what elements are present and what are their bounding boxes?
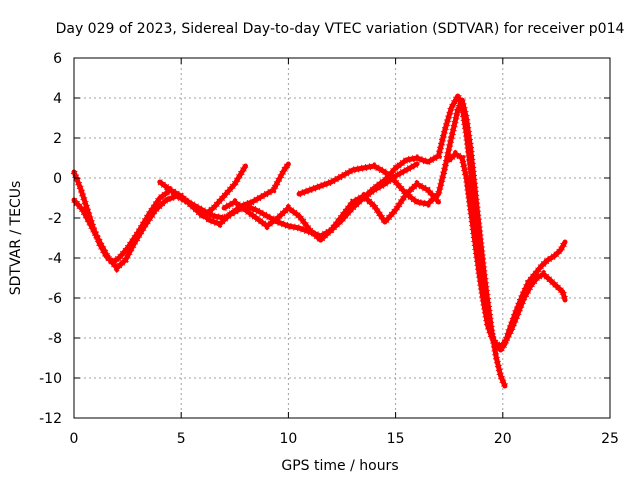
plot-frame [73, 57, 611, 419]
y-tick-label: -8 [48, 331, 62, 347]
grid [74, 58, 610, 418]
x-tick-label: 20 [494, 431, 512, 447]
y-tick-label: -6 [48, 291, 62, 307]
x-tick-label: 15 [387, 431, 405, 447]
series-arc-7 [446, 151, 568, 349]
series-layer [70, 87, 569, 389]
x-tick-label: 25 [601, 431, 619, 447]
series-arc-6 [360, 93, 568, 353]
y-tick-label: -10 [39, 371, 62, 387]
axis-ticks: 0 5 10 15 20 25 -12 -10 -8 -6 -4 -2 0 2 4 6 [39, 51, 619, 447]
x-tick-label: 5 [177, 431, 186, 447]
y-tick-label: -2 [48, 211, 62, 227]
y-tick-label: 2 [53, 131, 62, 147]
y-tick-label: 4 [53, 91, 62, 107]
y-tick-label: 0 [53, 171, 62, 187]
y-tick-label: -12 [39, 411, 62, 427]
x-tick-label: 0 [70, 431, 79, 447]
x-tick-label: 10 [279, 431, 297, 447]
series-arc-5-markers [297, 88, 509, 388]
x-axis-label: GPS time / hours [281, 458, 398, 474]
y-axis-label: SDTVAR / TECUs [8, 181, 24, 296]
y-tick-label: 6 [53, 51, 62, 67]
y-tick-label: -4 [48, 251, 62, 267]
chart-title: Day 029 of 2023, Sidereal Day-to-day VTE… [56, 21, 625, 37]
series-arc-4-markers [222, 179, 442, 245]
